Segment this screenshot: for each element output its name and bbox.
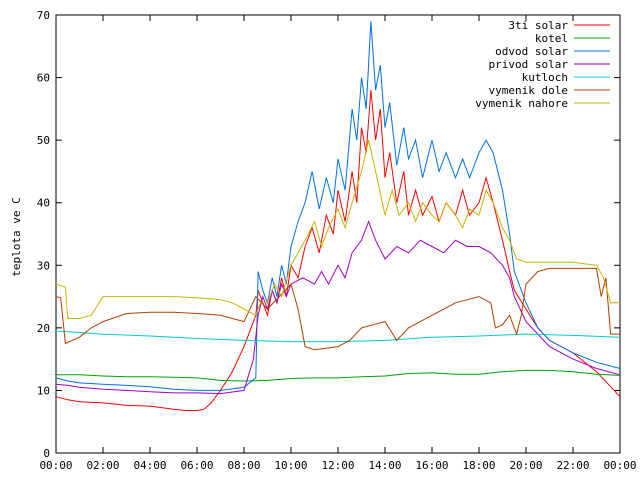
series-line-vymenik-dole xyxy=(55,267,620,351)
y-tick-label: 10 xyxy=(37,384,50,397)
series-line-vymenik-nahore xyxy=(55,139,620,319)
y-tick-label: 70 xyxy=(37,9,50,22)
legend-label: odvod solar xyxy=(495,45,568,58)
legend-label: privod solar xyxy=(489,58,569,71)
y-axis-label: teplota ve C xyxy=(10,197,23,276)
legend-label: vymenik dole xyxy=(489,84,568,97)
y-tick-label: 0 xyxy=(43,447,50,460)
x-tick-label: 20:00 xyxy=(509,459,542,472)
x-tick-label: 16:00 xyxy=(415,459,448,472)
legend-label: kotel xyxy=(535,32,568,45)
series-line-odvod-solar xyxy=(55,21,621,391)
x-axis: 00:00 02:00 04:00 06:00 08:00 10:00 12:00 14:00… xyxy=(39,15,637,472)
x-tick-label: 18:00 xyxy=(462,459,495,472)
series-line-kotel xyxy=(56,369,621,382)
x-tick-label: 00:00 xyxy=(603,459,636,472)
series-line-3ti-solar xyxy=(55,90,621,411)
legend-label: kutloch xyxy=(522,71,568,84)
series-layer xyxy=(55,21,621,411)
x-tick-label: 08:00 xyxy=(227,459,260,472)
legend-label: vymenik nahore xyxy=(475,97,568,110)
x-tick-label: 10:00 xyxy=(274,459,307,472)
y-tick-label: 30 xyxy=(37,259,50,272)
y-tick-label: 50 xyxy=(37,134,50,147)
x-tick-label: 22:00 xyxy=(556,459,589,472)
y-tick-label: 60 xyxy=(37,72,50,85)
x-tick-label: 14:00 xyxy=(368,459,401,472)
y-axis: 0 10 20 30 40 50 60 70 xyxy=(37,9,620,460)
y-tick-label: 20 xyxy=(37,322,50,335)
x-tick-label: 12:00 xyxy=(321,459,354,472)
series-line-privod-solar xyxy=(55,220,621,395)
x-tick-label: 02:00 xyxy=(86,459,119,472)
series-line-kutloch xyxy=(55,330,621,343)
y-tick-label: 40 xyxy=(37,197,50,210)
x-tick-label: 04:00 xyxy=(133,459,166,472)
x-tick-label: 00:00 xyxy=(39,459,72,472)
legend-label: 3ti solar xyxy=(508,19,568,32)
x-tick-label: 06:00 xyxy=(180,459,213,472)
